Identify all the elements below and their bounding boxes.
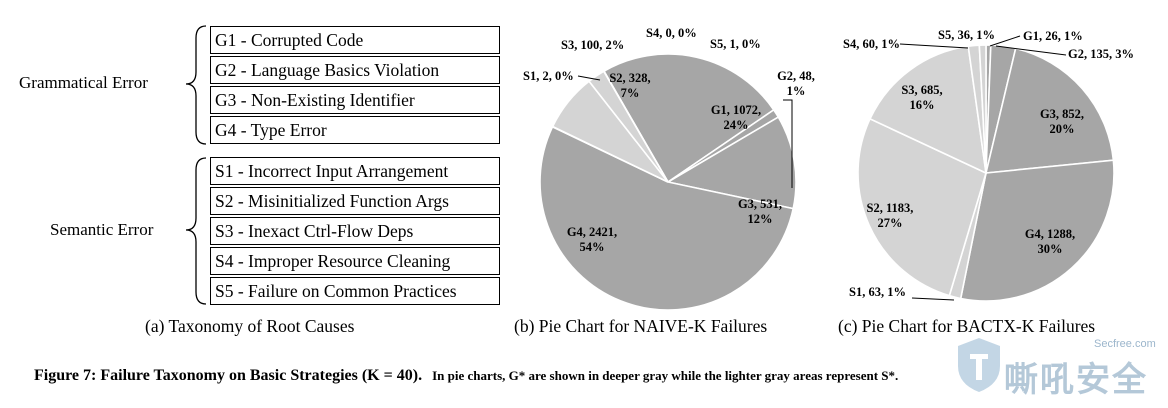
data-label-s4: S4, 0, 0% xyxy=(646,26,697,40)
shield-logo-icon xyxy=(958,338,1000,392)
slice-s5 xyxy=(602,70,669,183)
leader-line-s1 xyxy=(911,297,955,301)
slice-s5 xyxy=(978,44,987,174)
taxonomy-caption: (a) Taxonomy of Root Causes xyxy=(145,316,355,336)
data-label-s5: S5, 36, 1% xyxy=(938,28,995,42)
grammatical-brace xyxy=(185,25,207,145)
data-label-g2: G2, 135, 3% xyxy=(1068,47,1134,61)
figure-caption: Figure 7: Failure Taxonomy on Basic Stra… xyxy=(34,367,898,385)
taxonomy-item-g2: G2 - Language Basics Violation xyxy=(210,56,500,84)
data-label-s4: S4, 60, 1% xyxy=(843,37,900,51)
slice-g1 xyxy=(602,53,775,184)
bactx-pie-caption: (c) Pie Chart for BACTX-K Failures xyxy=(838,316,1096,336)
data-label-s2: S2, 1183, 27% xyxy=(867,201,914,230)
taxonomy-item-s5: S5 - Failure on Common Practices xyxy=(210,277,500,305)
data-label-s1: S1, 2, 0% xyxy=(523,69,574,83)
figure-caption-note: In pie charts, G* are shown in deeper gr… xyxy=(432,368,899,383)
slice-g4 xyxy=(959,159,1115,302)
taxonomy-item-s3: S3 - Inexact Ctrl-Flow Deps xyxy=(210,217,500,245)
semantic-brace xyxy=(185,157,207,305)
data-label-g4: G4, 1288, 30% xyxy=(1025,227,1075,256)
taxonomy-item-s4: S4 - Improper Resource Cleaning xyxy=(210,247,500,275)
data-label-g3: G3, 852, 20% xyxy=(1040,107,1084,136)
data-label-g2: G2, 48, 1% xyxy=(777,69,815,98)
data-label-g1: G1, 26, 1% xyxy=(1023,29,1083,43)
data-label-g3: G3, 531, 12% xyxy=(738,197,782,226)
data-label-s3: S3, 100, 2% xyxy=(561,38,624,52)
leader-line-g1 xyxy=(989,35,1021,47)
semantic-error-label: Semantic Error xyxy=(50,220,154,239)
taxonomy-braces xyxy=(185,25,207,305)
watermark-site: Secfree.com xyxy=(1094,338,1156,350)
leader-line-g2 xyxy=(783,99,793,188)
naive-pie-caption: (b) Pie Chart for NAIVE-K Failures xyxy=(514,316,768,336)
slice-s2 xyxy=(857,117,987,297)
taxonomy-item-s1: S1 - Incorrect Input Arrangement xyxy=(210,157,500,185)
taxonomy-item-g4: G4 - Type Error xyxy=(210,116,500,144)
leader-line-g2 xyxy=(995,45,1067,56)
slice-g4 xyxy=(539,125,795,311)
data-label-s3: S3, 685, 16% xyxy=(901,83,942,112)
figure-caption-label: Figure 7: Failure Taxonomy on Basic Stra… xyxy=(34,367,423,384)
taxonomy-item-s2: S2 - Misinitialized Function Args xyxy=(210,187,500,215)
slice-g3 xyxy=(984,47,1115,174)
naive-pie: G1, 1072, 24% G2, 48, 1% G3, 531, 12% G4, 2421… xyxy=(523,26,815,311)
pie-charts: G1, 1072, 24% G2, 48, 1% G3, 531, 12% G4, 2421… xyxy=(523,26,1134,311)
slice-g3 xyxy=(665,116,797,210)
data-label-s2: S2, 328, 7% xyxy=(609,71,650,100)
taxonomy-item-g1: G1 - Corrupted Code xyxy=(210,26,500,54)
grammatical-error-label: Grammatical Error xyxy=(19,73,148,92)
data-label-g4: G4, 2421, 54% xyxy=(567,225,617,254)
bactx-pie: G1, 26, 1% G2, 135, 3% G3, 852, 20% G4, 1288… xyxy=(843,28,1134,302)
leader-line-s1 xyxy=(577,75,601,81)
data-label-s5: S5, 1, 0% xyxy=(710,37,761,51)
leader-line-s4 xyxy=(899,43,969,49)
data-label-g1: G1, 1072, 24% xyxy=(711,103,761,132)
data-label-s1: S1, 63, 1% xyxy=(849,285,906,299)
taxonomy-item-g3: G3 - Non-Existing Identifier xyxy=(210,86,500,114)
watermark-text: 嘶吼安全 xyxy=(1004,360,1148,400)
